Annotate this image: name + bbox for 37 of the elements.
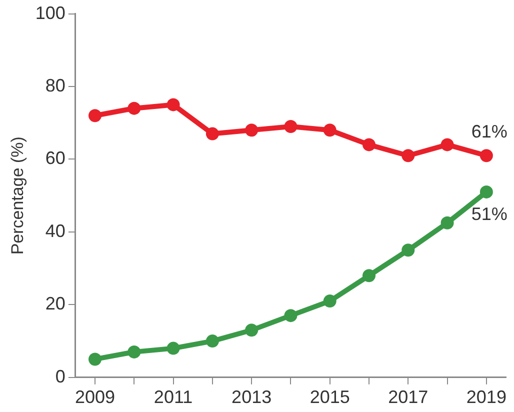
point: [323, 294, 336, 308]
point: [206, 334, 219, 348]
point: [284, 120, 298, 134]
point: [166, 98, 180, 112]
y-tick-label: 60: [45, 148, 66, 168]
y-tick-label: 80: [45, 75, 66, 96]
x-tick-label: 2013: [232, 387, 272, 408]
y-tick-label: 20: [45, 294, 66, 314]
point: [128, 345, 141, 358]
point: [440, 138, 454, 152]
point: [88, 352, 102, 366]
x-tick-label: 2009: [74, 387, 116, 408]
point: [166, 342, 180, 355]
y-axis-title: Percentage (%): [8, 136, 27, 255]
x-tick-label: 2017: [388, 387, 428, 408]
point: [245, 124, 258, 137]
point: [402, 244, 415, 257]
point: [440, 216, 454, 230]
point: [284, 309, 298, 322]
point: [480, 149, 493, 162]
point: [206, 127, 219, 140]
point: [362, 269, 376, 282]
annotation: 61%: [471, 122, 508, 142]
x-tick-label: 2015: [310, 387, 350, 408]
annotation: 51%: [471, 204, 508, 224]
point: [245, 324, 258, 337]
point: [480, 185, 493, 198]
x-tick-label: 2011: [154, 387, 193, 408]
point: [323, 124, 336, 137]
y-tick-label: 100: [35, 2, 66, 23]
point: [128, 102, 141, 115]
y-tick-label: 0: [55, 366, 66, 386]
point: [88, 109, 102, 122]
point: [402, 149, 415, 162]
y-tick-label: 40: [45, 220, 66, 241]
point: [362, 138, 376, 152]
x-tick-label: 2019: [466, 387, 506, 408]
